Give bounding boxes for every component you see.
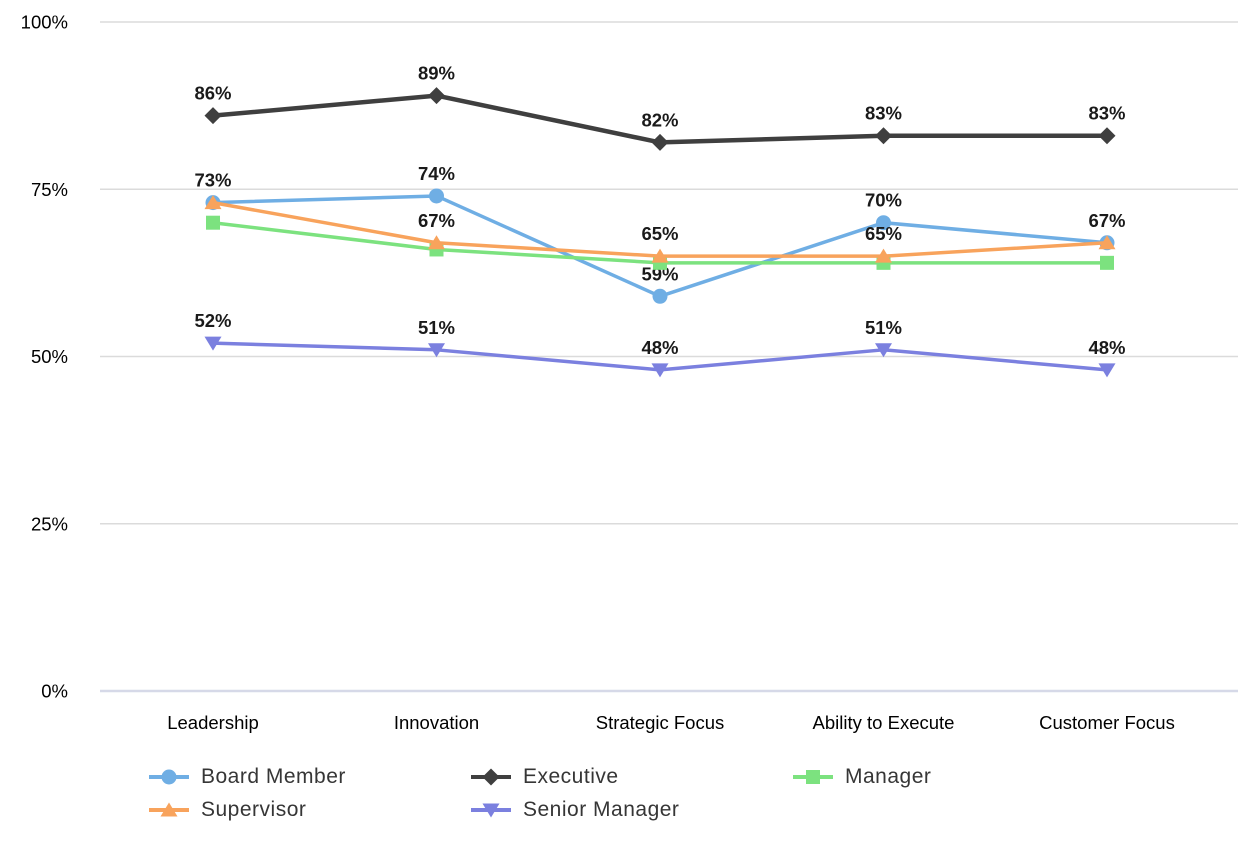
legend-item-manager: Manager: [792, 760, 1114, 793]
legend-item-senior-manager: Senior Manager: [470, 793, 792, 826]
data-point-supervisor-customer-focus: [1098, 235, 1116, 250]
legend-square-icon: [793, 769, 833, 784]
data-point-executive-innovation: [428, 87, 445, 105]
data-label-board-member-leadership: 73%: [194, 170, 231, 191]
data-label-board-member-strategic-focus: 59%: [641, 263, 678, 284]
data-point-senior-manager-leadership: [204, 336, 222, 351]
data-point-board-member-strategic-focus: [652, 288, 668, 304]
data-label-supervisor-innovation: 67%: [418, 210, 455, 231]
data-label-senior-manager-customer-focus: 48%: [1088, 337, 1125, 358]
x-tick-label-customer-focus: Customer Focus: [1039, 712, 1175, 733]
data-label-senior-manager-leadership: 52%: [194, 310, 231, 331]
legend-circle-icon: [149, 769, 189, 784]
y-tick-label-50: 50%: [31, 346, 68, 367]
legend-triangle-up-icon: [149, 802, 189, 816]
data-label-executive-innovation: 89%: [418, 63, 455, 84]
legend-item-supervisor: Supervisor: [148, 793, 470, 826]
data-point-executive-ability-to-execute: [875, 127, 892, 145]
data-point-senior-manager-strategic-focus: [651, 363, 669, 378]
legend-diamond-icon: [471, 768, 511, 785]
data-label-executive-leadership: 86%: [194, 83, 231, 104]
data-point-executive-strategic-focus: [651, 133, 669, 151]
legend-label: Manager: [845, 764, 932, 788]
data-label-board-member-ability-to-execute: 70%: [865, 190, 902, 211]
data-point-supervisor-ability-to-execute: [875, 248, 892, 263]
data-point-senior-manager-customer-focus: [1098, 363, 1116, 378]
data-label-supervisor-customer-focus: 67%: [1088, 210, 1125, 231]
data-label-board-member-innovation: 74%: [418, 163, 455, 184]
data-point-supervisor-leadership: [204, 195, 222, 210]
legend-label: Senior Manager: [523, 797, 680, 821]
data-label-senior-manager-strategic-focus: 48%: [641, 337, 678, 358]
data-point-senior-manager-innovation: [428, 343, 445, 358]
data-point-manager-leadership: [206, 215, 220, 230]
x-tick-label-leadership: Leadership: [167, 712, 259, 733]
chart-canvas: 100% 75% 50% 25% 0% Leadership Innovation Strat…: [21, 12, 1238, 733]
legend-triangle-down-icon: [471, 803, 511, 817]
legend-item-board-member: Board Member: [148, 760, 470, 793]
data-label-supervisor-strategic-focus: 65%: [641, 223, 678, 244]
data-point-supervisor-innovation: [428, 235, 445, 250]
y-tick-label-100: 100%: [21, 12, 68, 33]
data-label-senior-manager-ability-to-execute: 51%: [865, 317, 902, 338]
y-tick-label-25: 25%: [31, 513, 68, 534]
x-tick-label-innovation: Innovation: [394, 712, 479, 733]
legend-label: Board Member: [201, 764, 346, 788]
y-tick-label-0: 0%: [41, 681, 68, 702]
data-label-supervisor-ability-to-execute: 65%: [865, 223, 902, 244]
data-label-executive-strategic-focus: 82%: [641, 109, 678, 130]
data-point-manager-customer-focus: [1100, 255, 1114, 270]
data-point-board-member-innovation: [429, 188, 444, 204]
data-point-senior-manager-ability-to-execute: [875, 343, 892, 358]
data-point-executive-leadership: [204, 107, 222, 125]
legend-label: Executive: [523, 764, 619, 788]
line-chart: 100% 75% 50% 25% 0% Leadership Innovation Strat…: [21, 12, 1238, 733]
x-tick-label-ability-to-execute: Ability to Execute: [813, 712, 955, 733]
legend-item-executive: Executive: [470, 760, 792, 793]
data-label-executive-ability-to-execute: 83%: [865, 103, 902, 124]
data-point-executive-customer-focus: [1098, 127, 1116, 145]
chart-legend: Board Member Executive Manager Supervisor Se…: [148, 760, 1188, 826]
x-tick-label-strategic-focus: Strategic Focus: [596, 712, 725, 733]
y-tick-label-75: 75%: [31, 179, 68, 200]
data-label-executive-customer-focus: 83%: [1088, 103, 1125, 124]
legend-label: Supervisor: [201, 797, 307, 821]
data-point-board-member-ability-to-execute: [876, 215, 891, 231]
data-label-senior-manager-innovation: 51%: [418, 317, 455, 338]
data-point-supervisor-strategic-focus: [651, 248, 669, 263]
